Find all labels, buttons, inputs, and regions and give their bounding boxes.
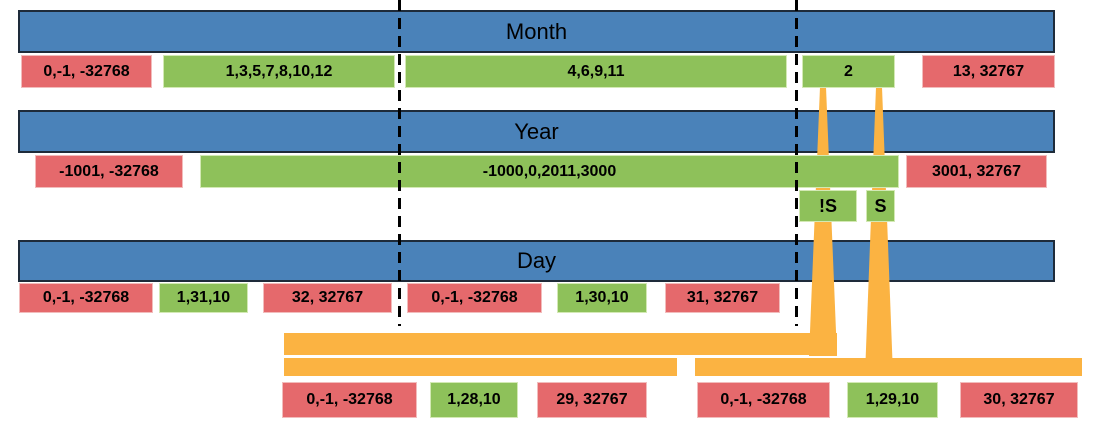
feb-leap-invalid-high: 30, 32767 [960, 382, 1078, 418]
month-class-31-day-months: 1,3,5,7,8,10,12 [163, 55, 395, 88]
day-class-valid-31: 1,31,10 [159, 283, 248, 313]
day-bar-title: Day [516, 248, 557, 273]
feb-leap-valid: 1,29,10 [847, 382, 938, 418]
month-class-invalid-low: 0,-1, -32768 [21, 55, 152, 88]
feb-nonleap-invalid-low: 0,-1, -32768 [282, 382, 417, 418]
day-class-invalid-high-31: 32, 32767 [263, 283, 392, 313]
leap-branch-rail-right [695, 358, 1082, 376]
feb-nonleap-valid: 1,28,10 [430, 382, 518, 418]
not-leap-year-marker: !S [799, 190, 857, 222]
day-bar: Day [18, 240, 1055, 282]
year-bar: Year [18, 110, 1055, 153]
month-bar-title: Month [505, 18, 568, 44]
leap-branch-rail-left [284, 358, 677, 376]
month-class-february: 2 [802, 55, 895, 88]
partition-divider-right [795, 0, 798, 326]
day-class-invalid-high-30: 31, 32767 [665, 283, 780, 313]
non-leap-branch-rail [284, 333, 837, 355]
year-class-invalid-low: -1001, -32768 [35, 155, 183, 188]
day-class-invalid-low-30: 0,-1, -32768 [407, 283, 542, 313]
year-class-valid: -1000,0,2011,3000 [200, 155, 899, 188]
leap-year-marker: S [866, 190, 895, 222]
day-class-valid-30: 1,30,10 [557, 283, 647, 313]
month-class-30-day-months: 4,6,9,11 [405, 55, 787, 88]
partition-divider-left [398, 0, 401, 326]
feb-nonleap-invalid-high: 29, 32767 [537, 382, 647, 418]
month-class-invalid-high: 13, 32767 [922, 55, 1055, 88]
day-class-invalid-low-31: 0,-1, -32768 [19, 283, 153, 313]
year-class-invalid-high: 3001, 32767 [906, 155, 1047, 188]
month-bar: Month [18, 10, 1055, 53]
feb-leap-invalid-low: 0,-1, -32768 [697, 382, 830, 418]
year-bar-title: Year [514, 118, 559, 144]
